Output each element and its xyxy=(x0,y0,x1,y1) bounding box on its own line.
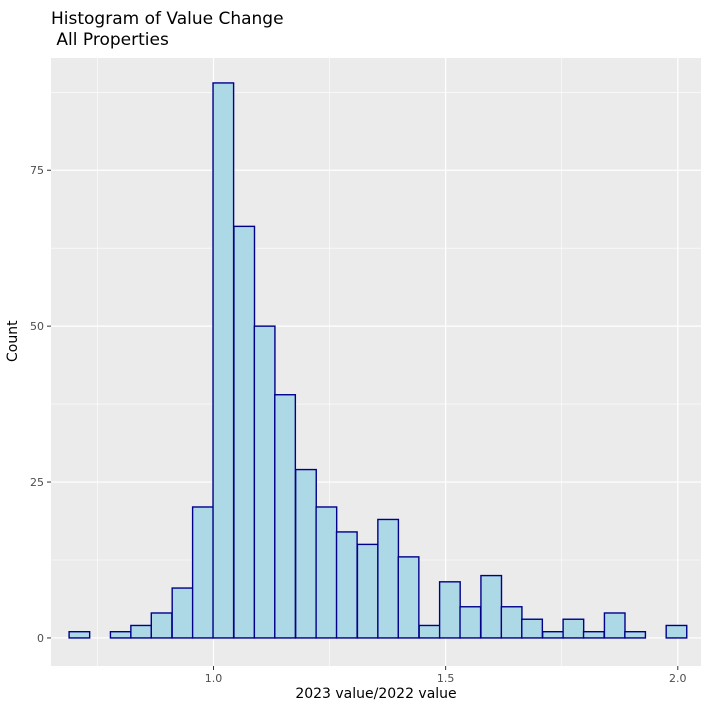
y-tick-label: 50 xyxy=(30,320,44,333)
histogram-bar xyxy=(665,624,688,639)
histogram-bar xyxy=(274,394,297,639)
y-tick-label: 25 xyxy=(30,476,44,489)
histogram-bar xyxy=(603,612,626,639)
histogram-bar xyxy=(562,618,585,639)
x-axis-label: 2023 value/2022 value xyxy=(295,686,457,702)
histogram-bar xyxy=(171,587,194,639)
x-tick-label: 2.0 xyxy=(669,672,687,685)
histogram-bar xyxy=(624,631,647,639)
histogram-bar xyxy=(109,631,132,639)
histogram-bar xyxy=(191,506,214,639)
histogram-bar xyxy=(315,506,338,639)
histogram-bar xyxy=(418,624,441,639)
histogram-bar xyxy=(294,468,317,639)
x-tick-label: 1.0 xyxy=(205,672,223,685)
y-tick-label: 0 xyxy=(37,632,44,645)
histogram-bar xyxy=(582,631,605,639)
histogram-bar xyxy=(397,556,420,639)
histogram-bar xyxy=(541,631,564,639)
histogram-bars xyxy=(68,82,688,639)
histogram-bar xyxy=(68,631,91,639)
histogram-bar xyxy=(233,225,256,639)
histogram-bar xyxy=(438,581,461,639)
histogram-bar xyxy=(253,325,276,639)
chart-title: Histogram of Value Change All Properties xyxy=(51,9,284,50)
histogram-bar xyxy=(377,518,400,639)
histogram-bar xyxy=(521,618,544,639)
y-axis: 0 25 50 75 xyxy=(30,164,51,645)
histogram-bar xyxy=(480,574,503,639)
histogram-bar xyxy=(459,606,482,639)
histogram-bar xyxy=(130,624,153,639)
y-tick-label: 75 xyxy=(30,164,44,177)
x-tick-label: 1.5 xyxy=(437,672,455,685)
x-axis: 1.0 1.5 2.0 xyxy=(205,666,687,685)
histogram-bar xyxy=(356,543,379,639)
histogram-bar xyxy=(150,612,173,639)
histogram-bar xyxy=(500,606,523,639)
histogram-bar xyxy=(212,82,235,639)
histogram-bar xyxy=(335,531,358,639)
